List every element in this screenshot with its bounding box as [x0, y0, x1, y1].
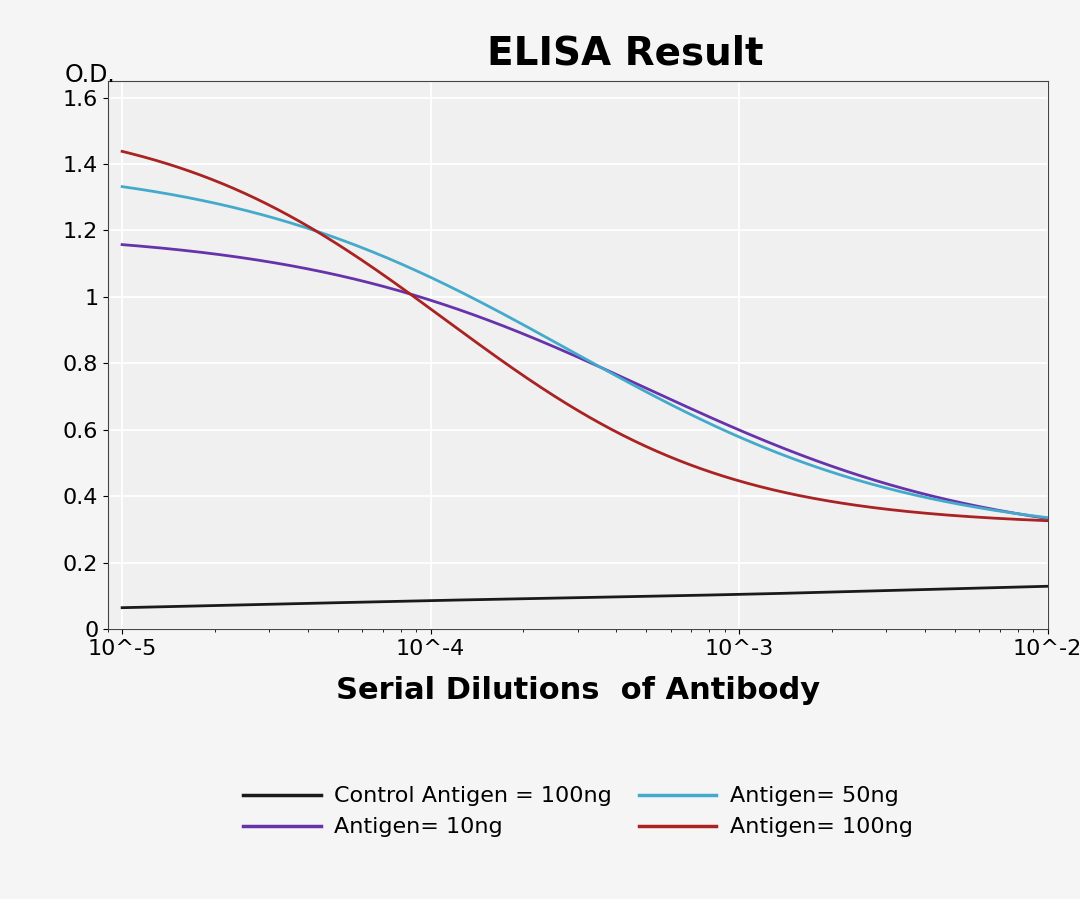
X-axis label: Serial Dilutions  of Antibody: Serial Dilutions of Antibody	[336, 676, 820, 705]
Text: O.D.: O.D.	[65, 63, 116, 87]
Title: ELISA Result: ELISA Result	[486, 34, 764, 72]
Legend: Control Antigen = 100ng, Antigen= 10ng, Antigen= 50ng, Antigen= 100ng: Control Antigen = 100ng, Antigen= 10ng, …	[232, 775, 923, 849]
